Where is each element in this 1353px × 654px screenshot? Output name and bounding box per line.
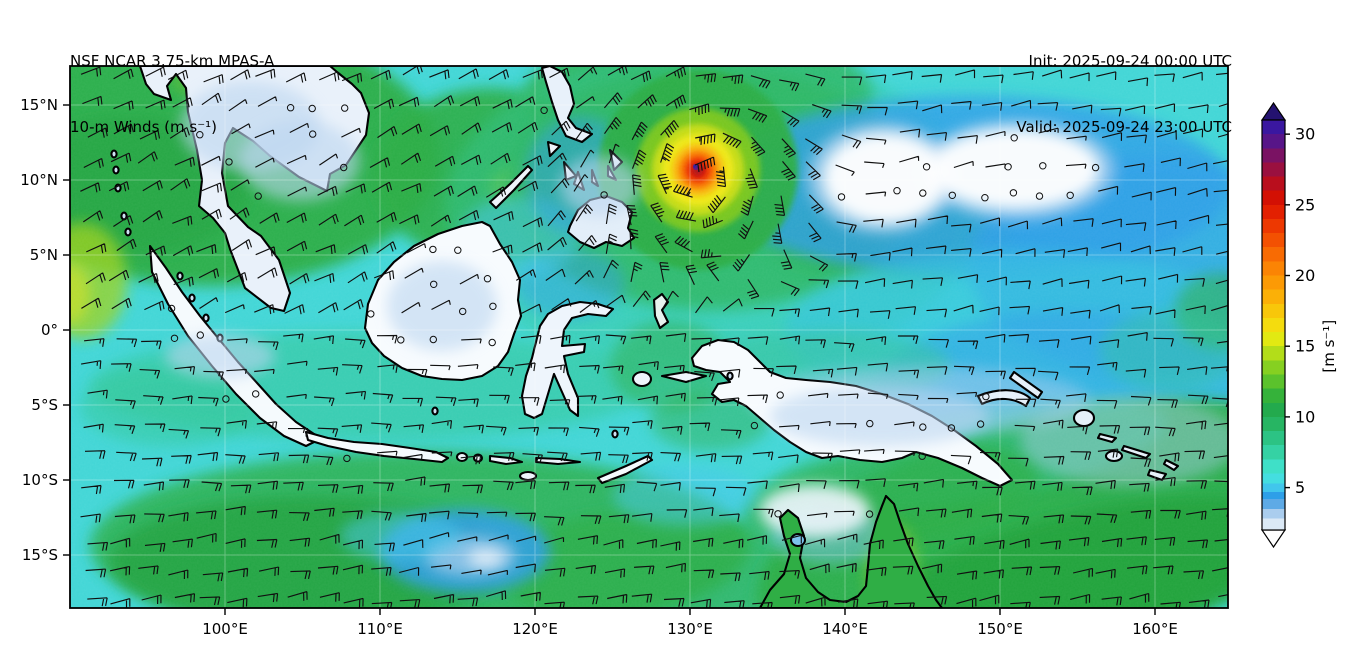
- init-time-label: Init: 2025-09-24 00:00 UTC: [1028, 52, 1232, 70]
- colorbar-tick-label: 30: [1295, 125, 1315, 144]
- plot-title: NSF NCAR 3.75-km MPAS-A 10-m Winds (m s⁻…: [70, 6, 274, 182]
- colorbar-tick-label: 5: [1295, 478, 1305, 497]
- colorbar-axis-label: [m s⁻¹]: [1320, 320, 1338, 373]
- colorbar-gradient: [1261, 119, 1286, 531]
- colorbar-tick-label: 25: [1295, 195, 1315, 214]
- lon-tick-label: 120°E: [512, 620, 558, 638]
- lon-tick-label: 130°E: [667, 620, 713, 638]
- lon-tick-label: 110°E: [357, 620, 403, 638]
- colorbar-tick-label: 15: [1295, 337, 1315, 356]
- plot-title-line1: NSF NCAR 3.75-km MPAS-A: [70, 52, 275, 70]
- run-times: Init: 2025-09-24 00:00 UTC Valid: 2025-0…: [1016, 6, 1232, 182]
- lon-tick-label: 150°E: [977, 620, 1023, 638]
- colorbar-tick-label: 20: [1295, 266, 1315, 285]
- axes: 15°N 10°N 5°N 0° 5°S 10°S 15°S 100°E 110°E 120°E 1…: [20, 96, 1178, 638]
- valid-time-label: Valid: 2025-09-24 23:00 UTC: [1016, 118, 1232, 136]
- colorbar-tick-label: 10: [1295, 407, 1315, 426]
- colorbar-arrow-bottom: [1260, 529, 1287, 549]
- map-frame: [69, 65, 1229, 609]
- wind-barbs: [80, 66, 1228, 608]
- lat-tick-label: 5°S: [31, 396, 58, 414]
- map-panel: [69, 65, 1229, 609]
- plot-title-line2: 10-m Winds (m s⁻¹): [70, 118, 217, 136]
- lon-tick-label: 100°E: [202, 620, 248, 638]
- lat-tick-label: 15°S: [22, 546, 58, 564]
- lat-tick-label: 10°S: [22, 471, 58, 489]
- colorbar: 30 25 20 15 10 5 [m s⁻¹]: [1260, 101, 1338, 549]
- lat-tick-label: 0°: [41, 321, 58, 339]
- lat-tick-label: 5°N: [30, 246, 58, 264]
- wind-barbs-layer: [80, 66, 1228, 608]
- colorbar-arrow-top: [1260, 101, 1287, 121]
- calm-circles: [167, 104, 1100, 518]
- lon-tick-label: 140°E: [822, 620, 868, 638]
- lat-tick-label: 15°N: [20, 96, 58, 114]
- lat-tick-label: 10°N: [20, 171, 58, 189]
- lon-tick-label: 160°E: [1132, 620, 1178, 638]
